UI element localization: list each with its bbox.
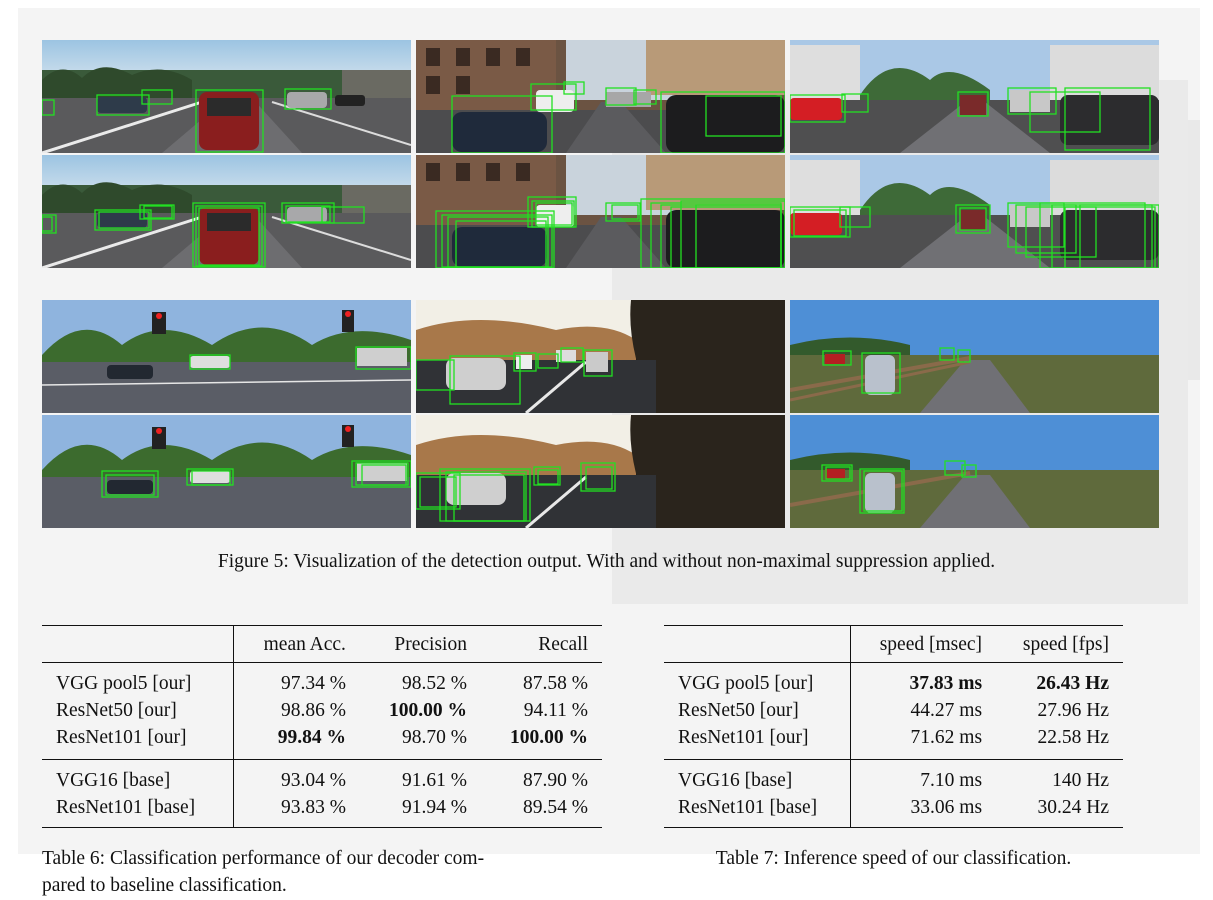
table-row: VGG16 [base] 7.10 ms 140 Hz [664,759,1123,794]
mean-acc-cell: 98.86 % [280,700,346,721]
speed-msec-cell: 7.10 ms [920,770,983,791]
table-row: VGG pool5 [our] 97.34 % 98.52 % 87.58 % [42,662,602,697]
recall-cell: 87.90 % [523,770,588,791]
header-recall: Recall [538,633,588,655]
speed-msec-cell-best: 37.83 ms [909,673,983,694]
table-row: ResNet101 [base] 33.06 ms 30.24 Hz [664,794,1123,828]
table6-caption-line2: pared to baseline classification. [42,875,287,896]
row-label: ResNet101 [base] [42,794,234,828]
speed-fps-cell: 140 Hz [1052,770,1109,791]
recall-cell: 89.54 % [523,797,588,818]
recall-cell-best: 100.00 % [510,727,588,748]
row-label: VGG16 [base] [42,759,234,794]
table-row: ResNet50 [our] 98.86 % 100.00 % 94.11 % [42,697,602,724]
table-header-row: speed [msec] speed [fps] [664,625,1123,663]
table-header-row: mean Acc. Precision Recall [42,625,602,663]
detection-image-town-street-nms [790,40,1159,153]
table-row: ResNet101 [our] 71.62 ms 22.58 Hz [664,724,1123,760]
header-speed-msec: speed [msec] [879,633,983,655]
mean-acc-cell: 93.83 % [280,797,346,818]
row-label: ResNet50 [our] [664,697,852,724]
detection-image-narrow-street-nms [416,40,785,153]
speed-msec-cell: 71.62 ms [910,727,983,748]
precision-cell-best: 100.00 % [388,700,467,721]
header-blank [42,625,234,663]
table7-caption: Table 7: Inference speed of our classifi… [715,848,1072,869]
detection-image-highway-raw [416,415,785,528]
figure-caption: Figure 5: Visualization of the detection… [217,551,996,572]
page-shading-edge [1188,120,1200,380]
speed-fps-cell-best: 26.43 Hz [1036,673,1109,694]
detection-image-narrow-street-raw [416,155,785,268]
classification-performance-table: mean Acc. Precision Recall VGG pool5 [ou… [42,625,602,828]
detection-image-intersection-raw [42,415,411,528]
row-label: VGG pool5 [our] [664,662,852,697]
precision-cell: 91.94 % [401,797,467,818]
table-row: ResNet50 [our] 44.27 ms 27.96 Hz [664,697,1123,724]
row-label: ResNet101 [our] [42,724,234,760]
precision-cell: 91.61 % [401,770,467,791]
inference-speed-table: speed [msec] speed [fps] VGG pool5 [our]… [664,625,1123,828]
table-row: VGG pool5 [our] 37.83 ms 26.43 Hz [664,662,1123,697]
detection-image-rural-road-raw [790,415,1159,528]
detection-image-intersection-nms [42,300,411,413]
mean-acc-cell-best: 99.84 % [277,727,346,748]
row-label: ResNet50 [our] [42,697,234,724]
speed-msec-cell: 44.27 ms [910,700,983,721]
table6-caption-line1: Table 6: Classification performance of o… [42,848,485,869]
row-label: ResNet101 [our] [664,724,852,760]
recall-cell: 87.58 % [523,673,588,694]
detection-image-rural-road-nms [790,300,1159,413]
detection-image-highway-nms [416,300,785,413]
header-speed-fps: speed [fps] [1022,633,1109,655]
header-blank [664,625,852,663]
table-row: VGG16 [base] 93.04 % 91.61 % 87.90 % [42,759,602,794]
speed-fps-cell: 30.24 Hz [1037,797,1110,818]
precision-cell: 98.52 % [401,673,467,694]
detection-image-urban-street-raw [42,155,411,268]
mean-acc-cell: 93.04 % [280,770,346,791]
speed-fps-cell: 27.96 Hz [1037,700,1110,721]
header-precision: Precision [394,633,467,655]
table-row: ResNet101 [base] 93.83 % 91.94 % 89.54 % [42,794,602,828]
row-label: VGG16 [base] [664,759,852,794]
row-label: VGG pool5 [our] [42,662,234,697]
speed-msec-cell: 33.06 ms [910,797,983,818]
header-mean-acc: mean Acc. [263,633,346,655]
table-row: ResNet101 [our] 99.84 % 98.70 % 100.00 % [42,724,602,760]
detection-image-urban-street-nms [42,40,411,153]
detection-image-town-street-raw [790,155,1159,268]
speed-fps-cell: 22.58 Hz [1037,727,1110,748]
table6-caption: Table 6: Classification performance of o… [42,845,582,899]
precision-cell: 98.70 % [401,727,467,748]
row-label: ResNet101 [base] [664,794,852,828]
mean-acc-cell: 97.34 % [280,673,346,694]
recall-cell: 94.11 % [523,700,588,721]
